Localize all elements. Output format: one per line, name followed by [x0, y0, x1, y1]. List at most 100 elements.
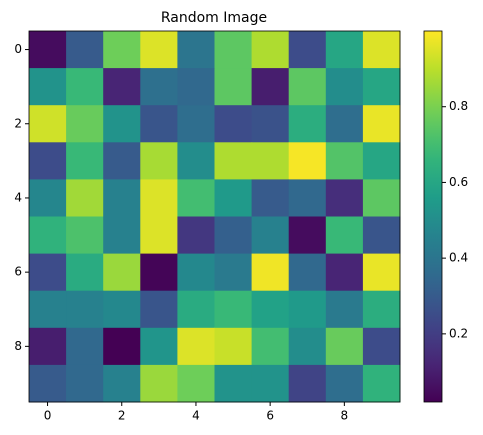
heatmap-cell [140, 179, 178, 217]
y-tick-label: 4 [14, 190, 22, 204]
heatmap-cell [177, 216, 215, 255]
heatmap-cell [214, 327, 253, 366]
colorbar [423, 30, 443, 403]
heatmap-cell [325, 68, 364, 106]
heatmap-cell [214, 105, 253, 143]
heatmap-cell [140, 327, 178, 366]
heatmap-cell [103, 216, 141, 255]
colorbar-tick-label: 0.8 [449, 99, 468, 113]
heatmap-cell [29, 216, 67, 255]
heatmap-cell [140, 142, 178, 180]
x-tick-label: 4 [192, 409, 200, 423]
heatmap-cell [66, 68, 104, 106]
heatmap-cell [29, 142, 67, 180]
heatmap-cell [288, 290, 327, 329]
heatmap-cell [251, 327, 290, 366]
heatmap-cell [66, 253, 104, 292]
heatmap-cell [214, 142, 253, 180]
heatmap-cell [103, 179, 141, 217]
heatmap-cell [66, 142, 104, 180]
x-tick-label: 6 [266, 409, 274, 423]
heatmap-cell [140, 253, 178, 292]
heatmap-cell [214, 364, 253, 403]
colorbar-tick-label: 0.4 [449, 251, 468, 265]
heatmap-cell [177, 142, 215, 180]
heatmap-cell [288, 68, 327, 106]
heatmap-cell [288, 179, 327, 217]
heatmap-cell [288, 31, 327, 69]
heatmap-cell [288, 327, 327, 366]
heatmap-cell [362, 105, 401, 143]
heatmap-cell [177, 105, 215, 143]
heatmap-cell [362, 364, 401, 403]
heatmap-cell [325, 216, 364, 255]
heatmap-cell [251, 68, 290, 106]
heatmap-cell [325, 253, 364, 292]
heatmap-cell [214, 31, 253, 69]
heatmap-cell [177, 364, 215, 403]
heatmap-cell [251, 253, 290, 292]
heatmap-cell [325, 142, 364, 180]
heatmap-cell [214, 216, 253, 255]
heatmap-cell [251, 290, 290, 329]
heatmap-cell [103, 142, 141, 180]
y-tick-label: 0 [14, 42, 22, 56]
heatmap-cell [214, 290, 253, 329]
heatmap-cell [29, 253, 67, 292]
heatmap-cell [177, 68, 215, 106]
heatmap-cell [140, 216, 178, 255]
heatmap-cell [140, 290, 178, 329]
heatmap-cell [140, 105, 178, 143]
heatmap-cell [362, 31, 401, 69]
heatmap-cell [362, 290, 401, 329]
y-tick-label: 6 [14, 265, 22, 279]
heatmap-cell [177, 253, 215, 292]
heatmap-cell [29, 364, 67, 403]
heatmap-cell [362, 142, 401, 180]
heatmap-cell [251, 216, 290, 255]
plot-frame [28, 30, 401, 403]
heatmap-cell [288, 105, 327, 143]
heatmap-cell [362, 216, 401, 255]
heatmap-cell [325, 290, 364, 329]
heatmap-cell [103, 105, 141, 143]
heatmap-cell [103, 290, 141, 329]
heatmap-cell [29, 290, 67, 329]
heatmap-cell [325, 364, 364, 403]
heatmap-cell [66, 290, 104, 329]
heatmap-cell [29, 179, 67, 217]
heatmap-cell [214, 68, 253, 106]
heatmap-cell [325, 179, 364, 217]
heatmap-cell [288, 253, 327, 292]
heatmap-cell [251, 364, 290, 403]
heatmap-cell [251, 142, 290, 180]
heatmap-cell [362, 179, 401, 217]
heatmap-cell [177, 31, 215, 69]
heatmap-cell [288, 142, 327, 180]
heatmap-cell [177, 179, 215, 217]
heatmap-cell [251, 105, 290, 143]
y-tick-label: 8 [14, 339, 22, 353]
heatmap-cell [66, 31, 104, 69]
heatmap-cell [103, 68, 141, 106]
heatmap-cell [288, 364, 327, 403]
heatmap-cell [177, 327, 215, 366]
y-tick-label: 2 [14, 116, 22, 130]
x-tick-label: 0 [44, 409, 52, 423]
heatmap-cell [325, 105, 364, 143]
heatmap-cell [214, 179, 253, 217]
heatmap-cell [29, 327, 67, 366]
heatmap-cell [214, 253, 253, 292]
heatmap-cell [325, 327, 364, 366]
x-tick-label: 2 [118, 409, 126, 423]
x-tick-label: 8 [341, 409, 349, 423]
heatmap-cell [362, 253, 401, 292]
colorbar-tick-label: 0.2 [449, 326, 468, 340]
heatmap-cell [103, 253, 141, 292]
heatmap-cell [140, 364, 178, 403]
heatmap-cell [362, 327, 401, 366]
heatmap-cell [29, 105, 67, 143]
heatmap-cell [325, 31, 364, 69]
heatmap-cell [362, 68, 401, 106]
